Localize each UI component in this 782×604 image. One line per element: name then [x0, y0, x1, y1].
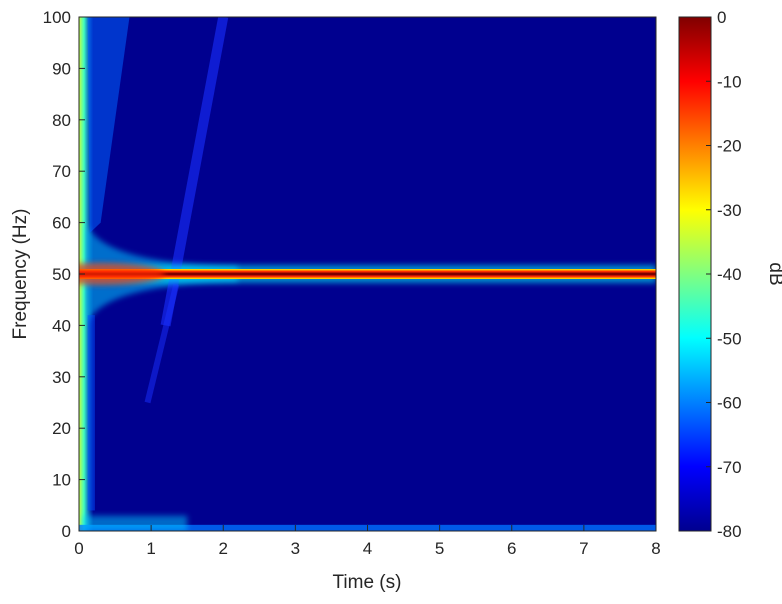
colorbar-tick-label: -60 — [717, 394, 742, 413]
x-tick-label: 2 — [219, 539, 228, 558]
colorbar-tick-label: -50 — [717, 329, 742, 348]
y-tick-label: 10 — [52, 471, 71, 490]
y-tick-label: 50 — [52, 265, 71, 284]
x-axis: 0 1 2 3 4 5 6 7 8 — [74, 525, 661, 558]
y-tick-label: 30 — [52, 368, 71, 387]
y-tick-label: 70 — [52, 162, 71, 181]
x-tick-label: 1 — [146, 539, 155, 558]
y-tick-label: 40 — [52, 316, 71, 335]
colorbar-label: dB — [765, 262, 782, 285]
x-tick-label: 8 — [651, 539, 660, 558]
x-tick-label: 3 — [291, 539, 300, 558]
colorbar: 0 -10 -20 -30 -40 -50 -60 -70 -80 — [678, 8, 742, 541]
y-tick-label: 20 — [52, 419, 71, 438]
colorbar-tick-label: -30 — [717, 201, 742, 220]
colorbar-tick-label: -70 — [717, 458, 742, 477]
x-tick-label: 4 — [363, 539, 372, 558]
x-tick-label: 7 — [579, 539, 588, 558]
x-tick-label: 6 — [507, 539, 516, 558]
upper-fringe — [87, 17, 130, 233]
tone-core — [79, 272, 656, 276]
x-tick-label: 0 — [74, 539, 83, 558]
y-axis: 0 10 20 30 40 50 60 70 80 90 100 — [43, 8, 85, 541]
y-tick-label: 0 — [62, 522, 71, 541]
tone-onset-bloom — [79, 263, 166, 285]
plot-area — [78, 16, 657, 532]
y-axis-label: Frequency (Hz) — [10, 209, 31, 340]
y-tick-label: 60 — [52, 214, 71, 233]
y-tick-label: 90 — [52, 59, 71, 78]
chirp-band-lower — [144, 283, 180, 404]
lower-fringe — [87, 315, 95, 511]
x-axis-label: Time (s) — [333, 572, 402, 593]
colorbar-tick-label: -20 — [717, 137, 742, 156]
x-tick-label: 5 — [435, 539, 444, 558]
colorbar-gradient — [678, 16, 712, 532]
colorbar-tick-label: -40 — [717, 265, 742, 284]
y-tick-label: 80 — [52, 111, 71, 130]
y-tick-label: 100 — [43, 8, 71, 27]
dc-glow — [82, 515, 188, 531]
colorbar-tick-label: -80 — [717, 522, 742, 541]
colorbar-tick-label: -10 — [717, 72, 742, 91]
colorbar-tick-label: 0 — [717, 8, 726, 27]
